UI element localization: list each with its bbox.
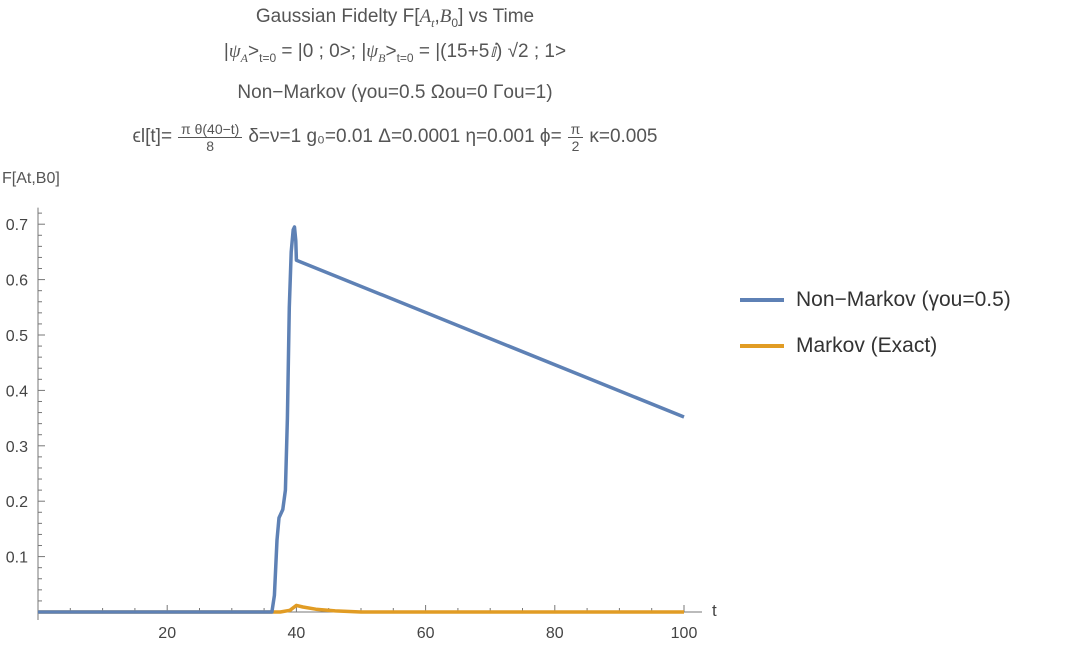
legend-item-markov: Markov (Exact) <box>740 334 937 358</box>
subtitle-constants: ϵl[t]= π θ(40−t) 8 δ=ν=1 g₀=0.01 Δ=0.0001… <box>0 112 790 162</box>
subtitle-params: Non−Markov (γou=0.5 Ωou=0 Γou=1) <box>237 82 553 103</box>
phi-den: 2 <box>571 137 580 154</box>
x-tick-label: 20 <box>158 625 176 642</box>
fraction: π θ(40−t) 8 <box>178 121 243 154</box>
y-tick-label: 0.6 <box>6 273 28 290</box>
x-axis-label: t <box>712 601 717 620</box>
y-tick-label: 0.3 <box>6 439 28 456</box>
series-line <box>38 225 685 614</box>
frac-num: π θ(40−t) <box>178 121 243 138</box>
y-tick-label: 0.2 <box>6 494 28 511</box>
kappa: κ=0.005 <box>589 126 658 147</box>
phi-num: π <box>567 121 584 138</box>
x-tick-label: 40 <box>288 625 306 642</box>
y-tick-label: 0.5 <box>6 328 28 345</box>
y-tick-label: 0.7 <box>6 217 28 234</box>
y-tick-label: 0.1 <box>6 550 28 567</box>
legend-swatch <box>740 344 784 348</box>
x-tick-label: 60 <box>417 625 435 642</box>
constants: δ=ν=1 g₀=0.01 Δ=0.0001 η=0.001 ϕ= <box>248 126 562 147</box>
subtitle-states: |ψA>t=0 = |0 ; 0>; |ψB>t=0 = |(15+5𝕚) √2… <box>223 41 567 65</box>
x-tick-label: 100 <box>671 625 698 642</box>
eps-label: ϵl[t]= <box>132 126 173 147</box>
y-axis-label: F[At,B0] <box>2 170 60 187</box>
legend-swatch <box>740 298 784 302</box>
frac-den: 8 <box>206 137 215 154</box>
chart-title: Gaussian Fidelty F[At,B0] vs Time <box>255 6 535 30</box>
y-tick-label: 0.4 <box>6 383 28 400</box>
legend-label: Non−Markov (γou=0.5) <box>796 288 1011 311</box>
series-line <box>38 603 684 614</box>
legend-item-non-markov: Non−Markov (γou=0.5) <box>740 288 1011 312</box>
x-tick-label: 80 <box>546 625 564 642</box>
legend-label: Markov (Exact) <box>796 334 938 357</box>
